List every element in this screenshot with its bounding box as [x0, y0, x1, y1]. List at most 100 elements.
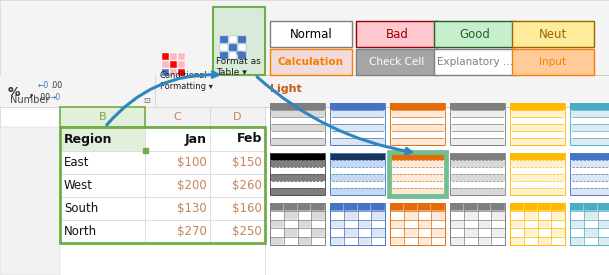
Bar: [450, 153, 505, 160]
Bar: [270, 211, 284, 220]
Bar: [390, 211, 404, 220]
Bar: [390, 153, 445, 160]
Bar: [210, 197, 265, 220]
Bar: [330, 117, 385, 124]
Bar: [434, 49, 516, 75]
Bar: [330, 181, 385, 188]
Bar: [357, 211, 371, 220]
Bar: [551, 211, 565, 220]
Bar: [450, 203, 463, 211]
Bar: [343, 228, 357, 236]
Bar: [584, 236, 597, 245]
Text: D: D: [233, 112, 242, 122]
Bar: [60, 197, 145, 220]
Bar: [477, 203, 491, 211]
Bar: [371, 228, 385, 236]
Bar: [357, 236, 371, 245]
Bar: [570, 228, 584, 236]
Bar: [330, 124, 385, 131]
Bar: [538, 203, 551, 211]
Bar: [390, 167, 445, 174]
Text: Conditional
Formatting ▾: Conditional Formatting ▾: [160, 71, 213, 91]
Bar: [270, 167, 325, 174]
Text: Explanatory ...: Explanatory ...: [437, 57, 513, 67]
Text: Bad: Bad: [385, 28, 409, 40]
Bar: [570, 174, 609, 181]
Bar: [477, 211, 491, 220]
Bar: [418, 228, 431, 236]
Bar: [463, 211, 477, 220]
Bar: [213, 7, 265, 75]
Bar: [330, 103, 385, 145]
Text: Light: Light: [270, 84, 301, 94]
Bar: [270, 21, 352, 47]
Bar: [510, 124, 565, 131]
Bar: [60, 174, 145, 197]
Bar: [570, 124, 609, 131]
Bar: [390, 203, 445, 245]
Bar: [477, 236, 491, 245]
Bar: [390, 228, 404, 236]
Text: South: South: [64, 202, 98, 215]
Bar: [270, 160, 325, 167]
Bar: [390, 117, 445, 124]
Bar: [404, 211, 418, 220]
Bar: [450, 110, 505, 117]
Bar: [404, 220, 418, 228]
Text: Good: Good: [460, 28, 490, 40]
Text: ←0: ←0: [38, 81, 49, 89]
Bar: [570, 160, 609, 167]
Bar: [510, 103, 565, 145]
Bar: [570, 153, 609, 195]
Bar: [551, 228, 565, 236]
Text: Format as
Table ▾: Format as Table ▾: [216, 57, 261, 77]
Bar: [512, 21, 594, 47]
Bar: [418, 220, 431, 228]
Bar: [450, 160, 505, 167]
Bar: [145, 220, 210, 243]
Bar: [390, 160, 445, 167]
Bar: [510, 228, 524, 236]
Bar: [510, 131, 565, 138]
Bar: [270, 220, 284, 228]
Text: B: B: [99, 112, 107, 122]
Text: Jan: Jan: [185, 133, 207, 145]
Bar: [491, 203, 505, 211]
Bar: [270, 124, 325, 131]
Bar: [0, 127, 60, 275]
Bar: [512, 49, 594, 75]
Bar: [270, 49, 352, 75]
Bar: [170, 61, 177, 68]
Text: Input: Input: [540, 57, 566, 67]
Text: C: C: [174, 112, 181, 122]
Bar: [60, 127, 145, 151]
Bar: [510, 138, 565, 145]
Text: $100: $100: [177, 156, 207, 169]
Bar: [284, 236, 298, 245]
Bar: [450, 153, 505, 195]
Bar: [570, 188, 609, 195]
Bar: [477, 220, 491, 228]
Bar: [570, 220, 584, 228]
Bar: [330, 203, 385, 245]
Bar: [270, 103, 325, 110]
Bar: [270, 203, 284, 211]
Bar: [210, 220, 265, 243]
Bar: [510, 153, 565, 195]
Bar: [450, 131, 505, 138]
Bar: [450, 236, 463, 245]
Bar: [60, 107, 145, 127]
Bar: [357, 228, 371, 236]
Text: $270: $270: [177, 225, 207, 238]
Bar: [510, 181, 565, 188]
Bar: [356, 49, 438, 75]
Bar: [330, 211, 343, 220]
Bar: [597, 203, 609, 211]
Bar: [270, 110, 325, 117]
Bar: [510, 153, 565, 160]
Bar: [0, 107, 265, 275]
Bar: [357, 220, 371, 228]
Bar: [450, 181, 505, 188]
Bar: [330, 228, 343, 236]
Bar: [390, 153, 445, 195]
